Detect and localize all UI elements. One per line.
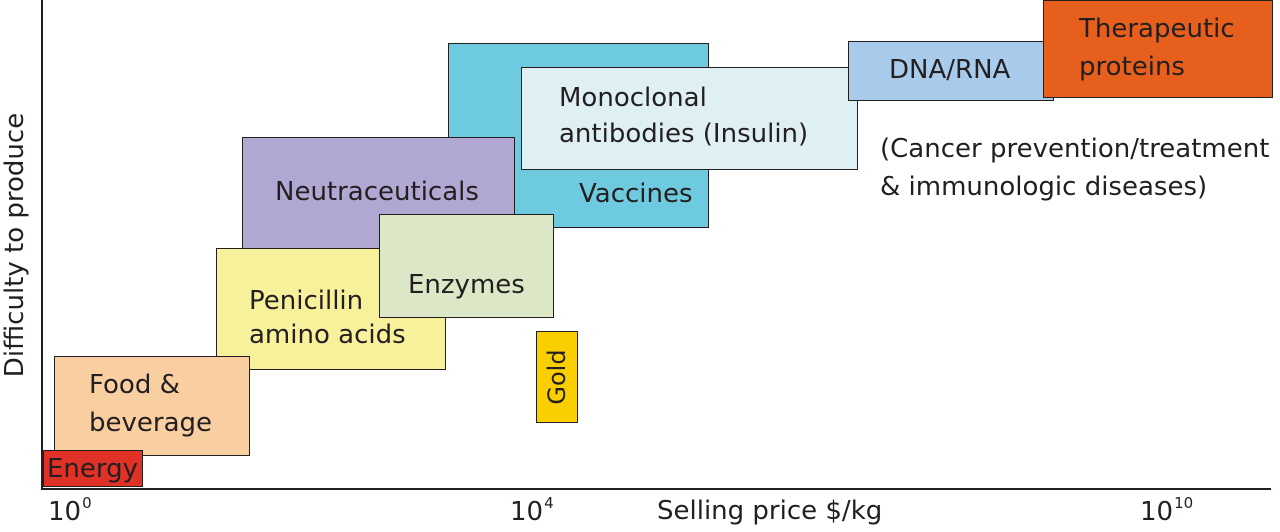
note-line2: & immunologic diseases)	[880, 172, 1208, 202]
tick-exponent: 10	[1174, 494, 1194, 512]
y-axis-line	[41, 0, 43, 490]
x-axis-line	[41, 488, 1271, 490]
x-tick-10-10: 1010	[1140, 494, 1193, 527]
tick-base: 10	[1140, 497, 1174, 527]
x-tick-10-0: 100	[48, 494, 92, 527]
energy-label: Energy	[47, 454, 139, 484]
tick-base: 10	[510, 497, 544, 527]
tick-base: 10	[48, 497, 82, 527]
penicillin-label-line2: amino acids	[249, 320, 406, 350]
vaccines-label: Vaccines	[579, 179, 693, 209]
box-gold: Gold	[536, 331, 578, 423]
x-tick-10-4: 104	[510, 494, 554, 527]
therapeutic-label-line2: proteins	[1079, 52, 1185, 82]
box-therapeutic-proteins: Therapeutic proteins	[1043, 0, 1273, 98]
monoclonal-label-line1: Monoclonal	[559, 83, 707, 113]
enzymes-label: Enzymes	[408, 270, 525, 300]
box-monoclonal-antibodies: Monoclonal antibodies (Insulin)	[521, 67, 858, 170]
box-dna-rna: DNA/RNA	[848, 41, 1054, 101]
box-food-beverage: Food & beverage	[54, 356, 250, 456]
x-axis-label: Selling price $/kg	[657, 496, 883, 526]
food-label-line2: beverage	[89, 408, 213, 438]
tick-exponent: 0	[82, 494, 92, 512]
note-line1: (Cancer prevention/treatment	[880, 134, 1270, 164]
annotation-note: (Cancer prevention/treatment & immunolog…	[880, 130, 1269, 206]
monoclonal-label-line2: antibodies (Insulin)	[559, 119, 809, 149]
gold-label: Gold	[543, 349, 571, 405]
neutraceuticals-label: Neutraceuticals	[275, 177, 479, 207]
box-enzymes: Enzymes	[379, 214, 554, 318]
box-energy: Energy	[43, 450, 143, 487]
tick-exponent: 4	[544, 494, 554, 512]
therapeutic-label-line1: Therapeutic	[1079, 14, 1235, 44]
food-label-line1: Food &	[89, 370, 180, 400]
y-axis-label: Difficulty to produce	[0, 112, 30, 378]
dna-rna-label: DNA/RNA	[889, 55, 1011, 85]
penicillin-label-line1: Penicillin	[249, 286, 364, 316]
